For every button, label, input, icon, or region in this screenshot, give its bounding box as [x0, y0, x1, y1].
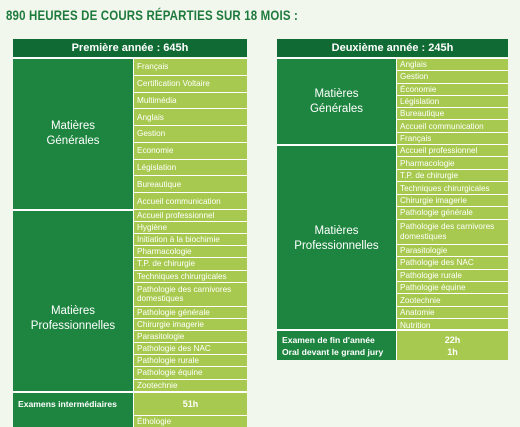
first-year-title: Première année : 645h — [13, 39, 247, 57]
first-year-professional-label: Matières Professionnelles — [30, 305, 116, 332]
first-year-professional-subject-12: Pathologie équine — [133, 366, 247, 379]
second-year-professional-subject-7: Parasitologie — [396, 243, 508, 257]
second-year-exam-hours-final: 22h — [444, 334, 461, 345]
second-year-general-subject-2: Économie — [396, 82, 508, 95]
second-year-exam-label-final: Examen de fin d'année — [282, 334, 375, 345]
second-year-title: Deuxième année : 245h — [277, 39, 508, 57]
second-year-general-subject-4: Bureautique — [396, 107, 508, 120]
first-year-general-subject-8: Accueil communication — [133, 192, 247, 209]
first-year-general-subject-7: Bureautique — [133, 175, 247, 193]
second-year-exam-values: 22h 1h — [396, 331, 508, 360]
second-year-professional-subject-0: Accueil professionnel — [396, 144, 508, 157]
first-year-professional-subject-4: T.P. de chirurgie — [133, 257, 247, 270]
second-year-general-subjects: Anglais Gestion Économie Législation Bureaut… — [396, 58, 508, 144]
second-year-professional-subject-2: T.P. de chirurgie — [396, 168, 508, 182]
first-year-professional-subject-7: Pathologie générale — [133, 305, 247, 318]
first-year-general-subjects: Français Certification Voltaire Multimédia… — [133, 58, 247, 209]
first-year-exam-hours: 51h — [133, 393, 247, 414]
first-year-general-label: Matières Générales — [46, 120, 100, 147]
second-year-professional-subject-3: Techniques chirurgicales — [396, 181, 508, 194]
first-year-exam-row: Examens intermédiaires 51h — [13, 391, 247, 414]
second-year-exam-hours-oral: 1h — [447, 346, 458, 357]
second-year-exam-rows: Examen de fin d'année Oral devant le gra… — [277, 329, 508, 360]
first-year-general-subject-6: Législation — [133, 158, 247, 176]
first-year-professional-subject-8: Chirurgie imagerie — [133, 317, 247, 331]
second-year-professional-category: Matières Professionnelles — [277, 144, 396, 331]
first-year-professional-subject-5: Techniques chirurgicales — [133, 269, 247, 282]
first-year-exam-label: Examens intermédiaires — [13, 393, 133, 414]
first-year-professional-subject-10: Pathologie des NAC — [133, 342, 247, 355]
second-year-professional-subjects: Accueil professionnel Pharmacologie T.P. d… — [396, 144, 508, 331]
page-heading: 890 HEURES DE COURS RÉPARTIES SUR 18 MOI… — [6, 7, 298, 23]
second-year-professional-subject-12: Anatomie — [396, 305, 508, 319]
first-year-professional-subject-3: Pharmacologie — [133, 245, 247, 258]
first-year-general-subject-5: Economie — [133, 141, 247, 159]
second-year-professional-subject-4: Chirurgie imagerie — [396, 193, 508, 207]
first-year-general-subject-2: Multimédia — [133, 91, 247, 109]
first-year-professional-category: Matières Professionnelles — [13, 209, 133, 427]
second-year-general-subject-0: Anglais — [396, 58, 508, 71]
first-year-professional-subject-2: Initiation à la biochimie — [133, 233, 247, 246]
page: 890 HEURES DE COURS RÉPARTIES SUR 18 MOI… — [6, 7, 508, 427]
second-year-general-subject-3: Législation — [396, 94, 508, 108]
first-year-general-subject-0: Français — [133, 58, 247, 75]
second-year-professional-label: Matières Professionnelles — [294, 224, 379, 252]
first-year-professional-subject-6: Pathologie des carnivores domestiques — [133, 281, 247, 306]
second-year-exam-label-oral: Oral devant le grand jury — [282, 346, 384, 357]
second-year-professional-subject-13: Nutrition — [396, 318, 508, 331]
first-year-general-category: Matières Générales — [13, 57, 133, 209]
first-year-professional-subject-11: Pathologie rurale — [133, 354, 247, 367]
first-year-professional-subject-13: Zootechnie — [133, 378, 247, 391]
first-year-general-subject-4: Gestion — [133, 125, 247, 142]
second-year-professional-subject-5: Pathologie générale — [396, 206, 508, 219]
second-year-professional-subject-9: Pathologie rurale — [396, 268, 508, 281]
first-year-professional-subject-0: Accueil professionnel — [133, 209, 247, 222]
second-year-professional-subject-11: Zootechnie — [396, 293, 508, 306]
second-year-professional-subject-8: Pathologie des NAC — [396, 256, 508, 269]
second-year-professional-subject-6: Pathologie des carnivores domestiques — [396, 218, 508, 244]
second-year-general-subject-5: Accueil communication — [396, 119, 508, 132]
second-year-general-subject-1: Gestion — [396, 70, 508, 83]
second-year-general-category: Matières Générales — [277, 57, 396, 144]
first-year-general-subject-3: Anglais — [133, 108, 247, 126]
second-year-general-subject-6: Français — [396, 131, 508, 144]
first-year-professional-subjects: Accueil professionnel Hygiène Initiation à… — [133, 209, 247, 427]
first-year-professional-subject-9: Parasitologie — [133, 330, 247, 343]
first-year-professional-subject-1: Hygiène — [133, 221, 247, 234]
second-year-general-label: Matières Générales — [309, 87, 364, 115]
first-year-table: Première année : 645h Matières Générales… — [13, 39, 247, 427]
second-year-exam-labels: Examen de fin d'année Oral devant le gra… — [277, 331, 396, 360]
first-year-general-subject-1: Certification Voltaire — [133, 74, 247, 92]
second-year-table: Deuxième année : 245h Matières Générales… — [277, 39, 508, 360]
second-year-professional-subject-1: Pharmacologie — [396, 156, 508, 169]
second-year-professional-subject-10: Pathologie équine — [396, 281, 508, 294]
